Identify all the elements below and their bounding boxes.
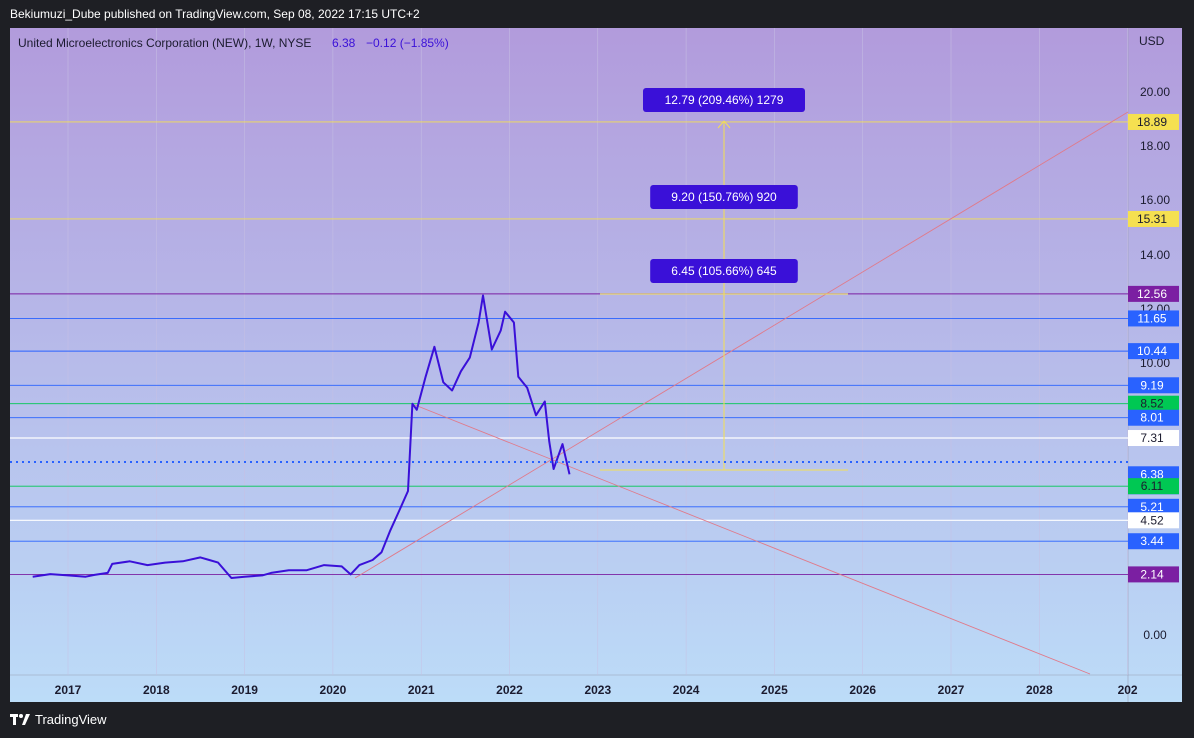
x-tick-label: 2021	[408, 683, 435, 697]
price-level-label: 8.01	[1140, 411, 1164, 425]
annotation-labels: 12.79 (209.46%) 1279 9.20 (150.76%) 920 6.…	[643, 88, 805, 283]
price-level-label: 4.52	[1140, 513, 1164, 527]
chart-title: United Microelectronics Corporation (NEW…	[18, 36, 311, 50]
price-level-label: 8.52	[1140, 397, 1164, 411]
price-level-label: 15.31	[1137, 212, 1167, 226]
price-level-badge	[1128, 377, 1179, 394]
y-tick-label: 16.00	[1140, 193, 1170, 207]
plot-area	[10, 28, 1182, 702]
price-level-label: 6.38	[1140, 467, 1164, 481]
y-tick-label: 20.00	[1140, 85, 1170, 99]
time-axis-labels: 2017 2018 2019 2020 2021 2022 2023 2024 2025 2026…	[55, 683, 1138, 697]
price-level-label: 6.11	[1141, 479, 1164, 493]
price-level-badge	[1128, 210, 1179, 227]
price-level-label: 12.56	[1137, 287, 1167, 301]
x-tick-label: 2017	[55, 683, 82, 697]
projection-target-label[interactable]	[643, 88, 805, 112]
price-level-badge	[1128, 409, 1179, 426]
x-tick-label: 202	[1118, 683, 1138, 697]
price-level-label: 5.21	[1140, 500, 1164, 514]
price-level-badge	[1128, 478, 1179, 495]
price-level-label: 7.31	[1140, 431, 1164, 445]
projection-target-label[interactable]	[650, 185, 798, 209]
price-level-label: 3.44	[1140, 534, 1164, 548]
projection-target-label[interactable]	[650, 259, 798, 283]
trend-line-up[interactable]	[354, 111, 1129, 579]
x-tick-label: 2023	[584, 683, 611, 697]
price-level-badge	[1128, 343, 1179, 360]
x-tick-label: 2027	[938, 683, 965, 697]
projection-target-text: 9.20 (150.76%) 920	[671, 190, 777, 204]
price-level-label: 18.89	[1137, 115, 1167, 129]
price-level-badge	[1128, 395, 1179, 412]
price-level-badge	[1128, 533, 1179, 550]
x-tick-label: 2024	[673, 683, 700, 697]
x-tick-label: 2020	[320, 683, 347, 697]
y-tick-label: 14.00	[1140, 248, 1170, 262]
price-level-badge	[1128, 512, 1179, 529]
trend-line-down[interactable]	[414, 404, 1091, 675]
x-tick-label: 2026	[849, 683, 876, 697]
projection-target-text: 12.79 (209.46%) 1279	[665, 93, 784, 107]
y-tick-label: 10.00	[1140, 356, 1170, 370]
trend-lines	[354, 111, 1129, 675]
y-tick-label: 18.00	[1140, 139, 1170, 153]
price-level-badge	[1128, 285, 1179, 302]
y-tick-label: 0.00	[1143, 628, 1167, 642]
price-level-badge	[1128, 310, 1179, 327]
brand-name: TradingView	[35, 712, 107, 727]
price-change-value: −0.12 (−1.85%)	[366, 36, 449, 50]
price-level-label: 9.19	[1140, 378, 1164, 392]
price-series-line[interactable]	[32, 294, 571, 579]
price-level-label: 11.65	[1137, 311, 1166, 325]
price-axis-labels: 20.0018.0016.0014.0012.0010.000.0018.891…	[1128, 85, 1179, 642]
horizontal-levels	[10, 121, 1128, 575]
last-price-value: 6.38	[332, 36, 356, 50]
price-level-badge	[1128, 498, 1179, 515]
x-tick-label: 2028	[1026, 683, 1053, 697]
price-projection	[600, 120, 848, 471]
publisher-header: Bekiumuzi_Dube published on TradingView.…	[10, 7, 420, 21]
price-level-badge	[1128, 566, 1179, 583]
x-tick-label: 2025	[761, 683, 788, 697]
price-level-label: 2.14	[1140, 567, 1164, 581]
tradingview-logo-icon	[10, 713, 30, 725]
price-level-label: 10.44	[1137, 344, 1167, 358]
projection-target-text: 6.45 (105.66%) 645	[671, 264, 777, 278]
price-level-badge	[1128, 430, 1179, 447]
currency-label: USD	[1139, 34, 1165, 48]
projection-arrowhead	[717, 120, 731, 129]
brand-footer[interactable]: TradingView	[10, 712, 107, 727]
x-tick-label: 2019	[231, 683, 258, 697]
x-tick-label: 2022	[496, 683, 523, 697]
x-tick-label: 2018	[143, 683, 170, 697]
price-level-badge	[1128, 113, 1179, 130]
